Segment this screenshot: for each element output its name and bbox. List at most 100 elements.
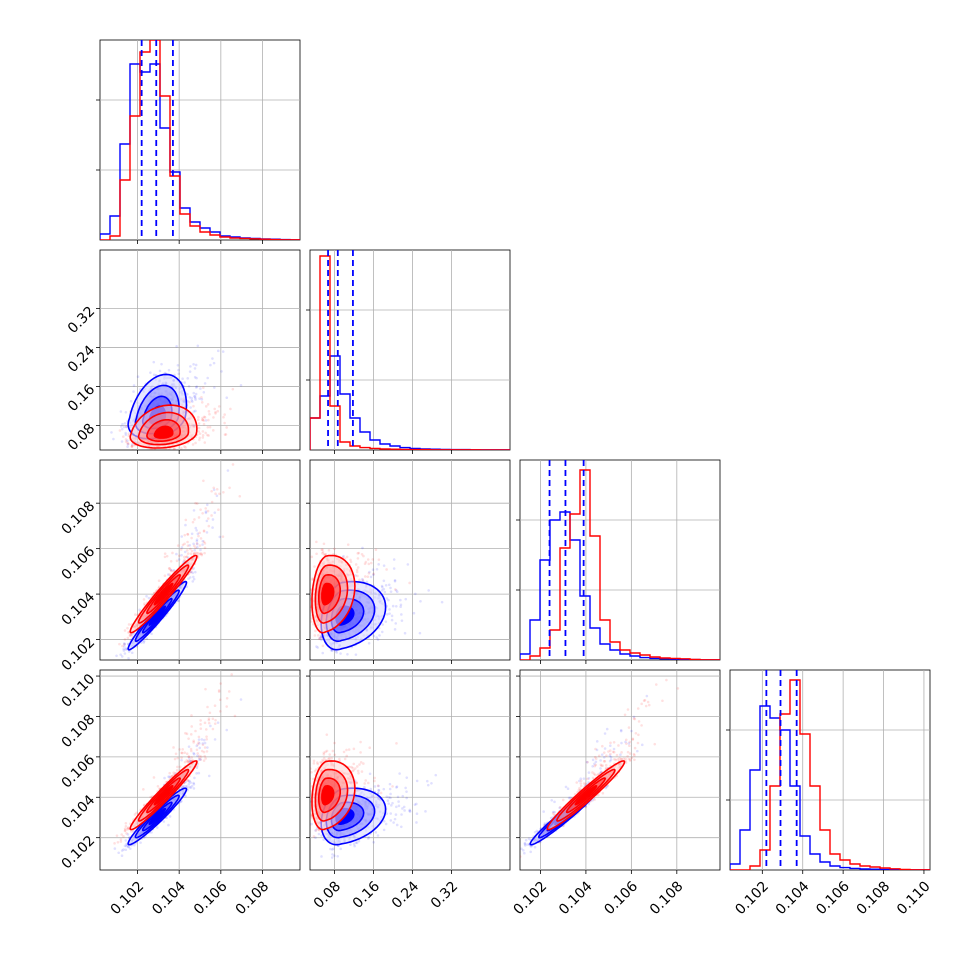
scatter-point [124,431,127,435]
scatter-point [163,555,167,559]
scatter-point [191,571,195,575]
scatter-point [314,629,317,633]
scatter-point [322,553,326,556]
scatter-point [233,714,237,718]
scatter-point [119,425,123,428]
scatter-point [130,830,133,833]
scatter-point [382,564,386,567]
y-tick-label: 0.08 [65,421,98,454]
scatter-point [126,441,129,445]
scatter-point [313,565,316,568]
scatter-point [186,532,189,536]
scatter-point [189,733,193,736]
scatter-point [186,392,189,396]
scatter-point [211,526,214,529]
scatter-point [333,547,336,551]
scatter-point [204,419,208,422]
scatter-point [187,384,191,388]
scatter-point [115,654,118,658]
scatter-point [119,653,122,656]
scatter-point [186,760,189,764]
scatter-point [192,509,196,512]
scatter-point [221,535,225,538]
scatter-point [340,661,343,664]
scatter-point [167,448,171,450]
scatter-point [122,835,125,838]
scatter-point [175,769,179,772]
scatter-point [394,588,398,592]
y-tick-label: 0.102 [59,635,99,675]
scatter-point [215,494,219,498]
scatter-point [212,488,216,492]
scatter-point [188,544,191,547]
panel-frame [519,459,721,661]
scatter-point [190,399,194,402]
histogram-series-1 [310,255,510,450]
scatter-point [212,416,215,419]
scatter-point [198,397,201,400]
scatter-point [176,544,180,547]
scatter-point [385,597,389,600]
scatter-point [207,434,210,437]
scatter-point [355,570,359,574]
scatter-point [206,403,210,406]
scatter-point [122,425,126,429]
scatter-point [183,550,187,554]
scatter-point [120,440,124,443]
scatter-point [192,739,195,743]
scatter-point [203,754,207,758]
scatter-point [215,487,219,491]
scatter-point [205,735,208,738]
scatter-point [211,429,215,432]
scatter-point [354,574,357,577]
scatter-point [123,642,126,646]
scatter-point [199,387,202,390]
scatter-point [124,648,128,651]
scatter-point [178,554,181,558]
scatter-point [318,636,322,640]
scatter-point [207,717,211,720]
scatter-point [310,555,314,559]
scatter-point [388,608,391,611]
scatter-point [315,540,318,544]
scatter-point [186,552,190,555]
scatter-point [197,415,200,419]
scatter-point [238,494,242,498]
scatter-point [145,637,149,640]
scatter-point [380,589,384,592]
scatter-point [304,600,307,603]
scatter-point [141,451,144,454]
scatter-point [198,754,201,758]
scatter-point [195,376,198,380]
scatter-point [203,746,207,749]
scatter-point [198,438,201,442]
scatter-point [201,539,205,543]
scatter-point [310,620,313,623]
scatter-point [229,407,232,411]
scatter-point [190,532,194,536]
scatter-point [318,636,322,640]
scatter-point [320,548,324,551]
scatter-point [198,552,202,556]
scatter-point [199,548,202,552]
scatter-point [193,394,196,398]
scatter-point [204,507,208,510]
scatter-point [142,639,146,643]
scatter-point [178,748,181,751]
scatter-point [194,398,197,401]
scatter-point [358,578,361,582]
scatter-point [152,373,156,377]
scatter-point [201,418,204,422]
scatter-point [193,544,196,548]
scatter-point [174,451,177,454]
scatter-point [374,548,378,552]
scatter-point [356,552,360,555]
scatter-point [217,405,221,408]
scatter-point [126,626,129,630]
panel-1-0: 0.080.160.240.32 [65,249,301,454]
scatter-point [211,727,215,731]
scatter-point [388,612,391,615]
scatter-point [329,648,333,652]
scatter-point [196,344,200,348]
scatter-point [342,554,345,558]
